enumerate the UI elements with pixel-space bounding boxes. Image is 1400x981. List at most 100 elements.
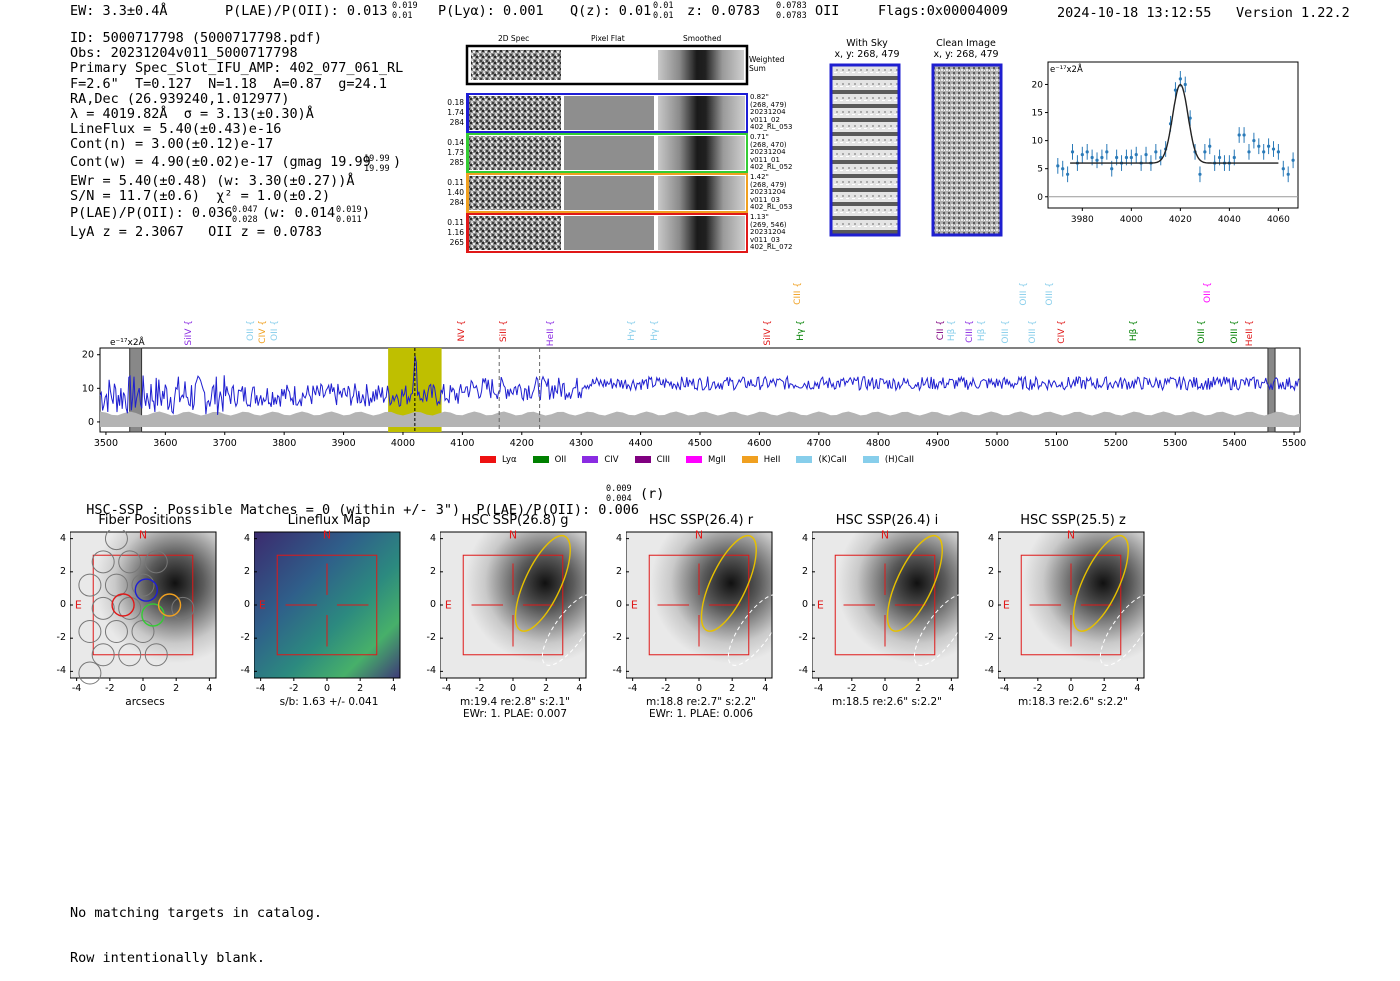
plae-w-lower: 0.011 [336,215,362,226]
aperture-box [276,554,378,656]
flags-value: Flags:0x00004009 [878,3,1009,19]
fiber-circle [104,530,128,551]
redshift-value: z: 0.0783 [687,3,761,19]
north-label: N [881,530,889,542]
qz-upper: 0.01 [653,1,674,11]
spectrum-xtick-label: 5100 [1044,438,1068,449]
ew-rest: EWr = 5.40(±0.48) (w: 3.30(±0.27))Å [70,172,355,189]
clean-image-panel: Clean Image x, y: 268, 479 [921,38,1011,60]
spectrum-xtick-label: 4100 [450,438,474,449]
hsc-panel-caption: m:18.8 re:2.7" s:2.2" [646,696,756,708]
hsc-ytick-label: 4 [59,532,66,544]
zoom-point [1070,150,1075,154]
east-label: E [445,598,452,611]
zoom-point [1183,82,1187,87]
hsc-xtick-label: 0 [1067,683,1075,694]
hsc-panels: Fiber Positions N E -4 -4 -2 -2 0 0 2 2 4 4 arcsecs Li… [0,510,1400,725]
spectrum-ytick-label: 10 [82,383,94,394]
hsc-xtick-label: 0 [881,683,889,694]
fiber-circle [91,596,115,620]
spectrum-xtick-label: 3700 [213,438,237,449]
zoom-point [1257,144,1261,148]
hsc-ytick-label: -4 [426,665,436,677]
hsc-ytick-label: -2 [984,632,994,644]
selected-fiber [157,593,182,617]
zoom-point [1291,158,1295,162]
line-id-oiii: OIII { [1018,282,1029,306]
cutout-row-stamp-line: 402_RL_053 [750,203,793,212]
zoom-point [1286,172,1290,176]
cutout-row-stamp-line: (268, 479) [750,180,787,189]
zoom-point [1262,150,1266,154]
hsc-xtick-label: -2 [475,683,485,694]
legend-item: CIII [634,455,670,465]
header-bar: EW: 3.3±0.4Å P(LAE)/P(OII): 0.013 0.019 … [70,1,1370,25]
lya-oii-z: LyA z = 2.3067 OII z = 0.0783 [70,224,322,241]
hsc-ytick-label: 2 [59,565,66,577]
cutout-svg [465,44,749,253]
line-id-oiii: OIII { [1045,282,1056,306]
north-label: N [509,530,517,542]
spectrum-ytick-label: 0 [88,417,94,428]
gmag-close: ) [393,153,402,170]
east-label: E [75,598,82,611]
hsc-xtick-label: -4 [627,683,638,694]
fiber-circle [78,573,102,597]
hsc-plae-upper: 0.009 [606,484,632,494]
cutout-row-stamp-line: v011_01 [750,155,780,164]
zoom-point [1061,167,1065,171]
plae-detail-lower: 0.028 [232,215,258,226]
north-label: N [1067,530,1075,542]
cutout-row-stamp-line: 20231204 [750,108,786,117]
zoom-point [1095,158,1099,162]
hsc-panel-caption: m:19.4 re:2.8" s:2.1" [460,696,570,708]
hsc-ytick-label: 2 [429,565,436,577]
zoom-point [1129,155,1133,160]
zoom-point [1154,150,1158,154]
galaxy-ellipse [514,534,571,632]
cutout-pixel-flat [564,216,654,250]
legend-swatch [634,456,651,463]
legend-swatch [480,456,496,463]
cutout-row-weight: 1.73 [447,148,464,157]
zoom-point [1276,150,1280,154]
north-label: N [323,530,331,542]
cutout-row-weight: 285 [449,158,464,167]
aperture-box [1020,554,1122,656]
lineflux: LineFlux = 5.40(±0.43)e-16 [70,121,282,138]
hsc-title: HSC-SSP : Possible Matches = 0 (within +… [86,502,639,518]
zoom-point [1198,172,1202,176]
with-sky-image [829,63,901,237]
zoom-frame [1047,61,1299,209]
zoom-point [1105,150,1109,154]
north-label: N [139,530,147,542]
cutout-row-stamp-line: 402_RL_052 [750,163,793,172]
zoom-point [1281,167,1285,171]
hsc-xtick-label: 0 [509,683,517,694]
spectrum-legend: Lyα OII CIV CIII MgII HeII (K)CaII (H)CaII [480,448,1080,465]
zoom-point [1188,116,1192,120]
hsc-panel-title: Lineflux Map [287,513,371,528]
cutout-2d-spec [469,96,561,130]
cutout-pixel-flat [564,136,654,170]
hsc-panel-image: NE [998,530,1148,681]
cont-wide: Cont(w) = 4.90(±0.02)e-17 (gmag 19.99 19.… [70,153,450,174]
cutout-row-stamp: 0.82" (268, 479) 20231204 v011_02 402_RL_053 [750,93,810,132]
hsc-cutout-image [70,532,216,678]
zoom-point [1266,144,1271,148]
cutout-row-marker [466,94,469,132]
legend-item: MgII [686,455,726,465]
hsc-xtick-label: 0 [139,683,147,694]
plae-w: (w: 0.014 [262,205,336,222]
hsc-panel-image: NE [70,530,217,685]
zoom-ytick-label: 20 [1032,80,1044,90]
fiber-circle [131,573,155,597]
line-id-oii: OII { [1202,282,1213,303]
hsc-ytick-label: -2 [56,632,66,644]
hsc-ytick-label: -4 [984,665,994,677]
hsc-ytick-label: -2 [426,632,436,644]
north-label: N [695,530,703,542]
plae-lower: 0.01 [392,11,413,21]
cutout-row-weight: 0.11 [447,218,464,227]
cutout-row-stamp-line: 0.82" [750,93,769,101]
